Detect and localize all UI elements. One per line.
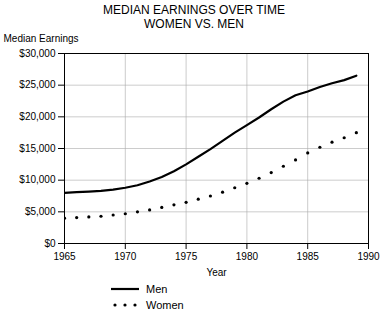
- html-text:MEDIAN EARNINGS OVER TIME WOME: MEDIAN EARNINGS OVER TIME WOMEN VS. MEN: [103, 3, 285, 31]
- svg-text:$25,000: $25,000: [19, 79, 56, 90]
- svg-text:1980: 1980: [236, 251, 259, 262]
- svg-text:1975: 1975: [175, 251, 198, 262]
- svg-text:$20,000: $20,000: [19, 111, 56, 122]
- svg-text:1985: 1985: [297, 251, 320, 262]
- svg-text:Median Earnings: Median Earnings: [4, 33, 79, 44]
- svg-text:$15,000: $15,000: [19, 143, 56, 154]
- html-text:Women: Women: [146, 299, 184, 311]
- svg-text:1990: 1990: [357, 251, 380, 262]
- html-text:Men: Men: [146, 283, 168, 295]
- svg-text:$10,000: $10,000: [19, 174, 56, 185]
- svg-text:$30,000: $30,000: [19, 48, 56, 59]
- svg-text:$0: $0: [44, 238, 56, 249]
- svg-text:$5,000: $5,000: [25, 206, 56, 217]
- svg-text:Year: Year: [206, 267, 227, 278]
- svg-text:1970: 1970: [114, 251, 137, 262]
- svg-text:1965: 1965: [53, 251, 76, 262]
